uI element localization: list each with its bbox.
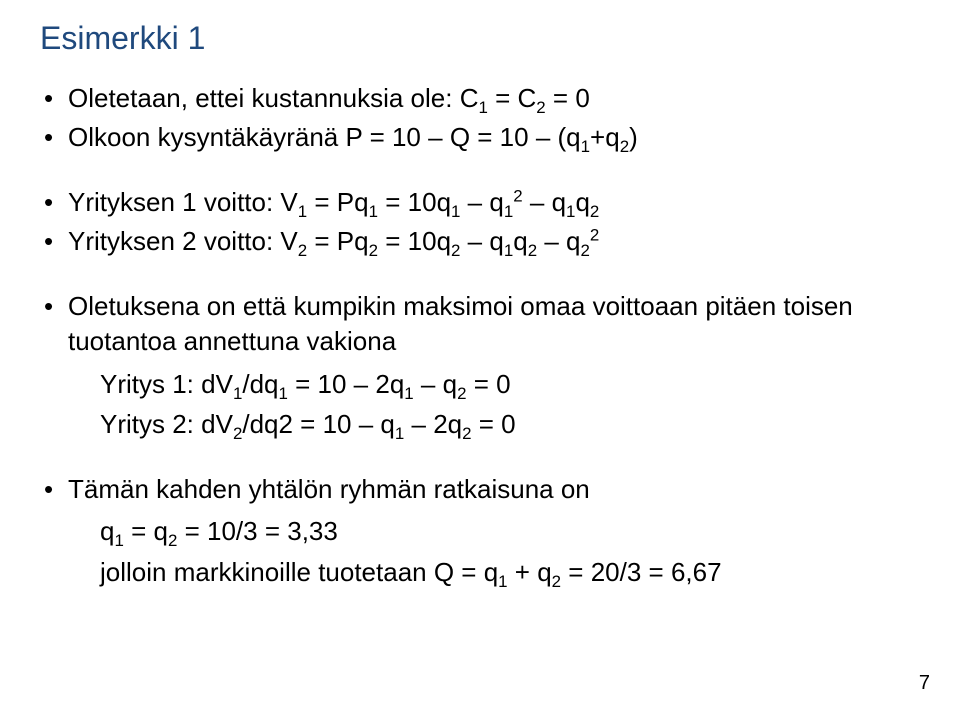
superscript: 2 xyxy=(590,226,599,245)
sub-lines-solution: q1 = q2 = 10/3 = 3,33 jolloin markkinoil… xyxy=(40,513,920,590)
text: – xyxy=(537,226,566,256)
bullet-assumption-costs: Oletetaan, ettei kustannuksia ole: C1 = … xyxy=(40,81,920,116)
text: = Pq xyxy=(307,226,368,256)
text: = 10q xyxy=(378,187,451,217)
text: (q xyxy=(550,122,580,152)
subscript: 2 xyxy=(536,98,545,117)
text: /dq xyxy=(242,369,278,399)
subscript: 1 xyxy=(298,202,307,221)
superscript: 2 xyxy=(513,187,522,206)
subscript: 2 xyxy=(528,241,537,260)
text: = 10/3 = 3,33 xyxy=(177,516,337,546)
text: q xyxy=(100,516,114,546)
text: Olkoon kysyntäkäyränä P = 10 xyxy=(68,122,428,152)
text: Yrityksen 2 voitto: V xyxy=(68,226,298,256)
bullet-firm2-profit: Yrityksen 2 voitto: V2 = Pq2 = 10q2 – q1… xyxy=(40,224,920,259)
text: – 2q xyxy=(404,409,462,439)
text: – xyxy=(460,187,489,217)
subscript: 1 xyxy=(581,137,590,156)
text: = 20/3 = 6,67 xyxy=(561,557,721,587)
slide-title: Esimerkki 1 xyxy=(40,20,920,57)
text: /dq2 = 10 – q xyxy=(242,409,395,439)
text: = 0 xyxy=(472,409,516,439)
text: = 0 xyxy=(466,369,510,399)
subscript: 2 xyxy=(552,572,561,591)
text: = 10 – 2q xyxy=(288,369,404,399)
text: q xyxy=(566,226,580,256)
subscript: 2 xyxy=(581,241,590,260)
subscript: 2 xyxy=(369,241,378,260)
subscript: 1 xyxy=(404,384,413,403)
text: – xyxy=(523,187,552,217)
text: – xyxy=(536,122,550,152)
text: = 10q xyxy=(378,226,451,256)
foc-firm1: Yritys 1: dV1/dq1 = 10 – 2q1 – q2 = 0 xyxy=(100,366,920,402)
text: = C xyxy=(488,83,536,113)
text: Q = 10 xyxy=(443,122,536,152)
bullet-group-1: Oletetaan, ettei kustannuksia ole: C1 = … xyxy=(40,81,920,155)
subscript: 1 xyxy=(395,424,404,443)
text: = 0 xyxy=(546,83,590,113)
page-number: 7 xyxy=(919,672,930,695)
subscript: 1 xyxy=(233,384,242,403)
bullet-group-4: Tämän kahden yhtälön ryhmän ratkaisuna o… xyxy=(40,472,920,507)
subscript: 2 xyxy=(590,202,599,221)
text: Oletetaan, ettei kustannuksia ole: C xyxy=(68,83,478,113)
solution-q: q1 = q2 = 10/3 = 3,33 xyxy=(100,513,920,549)
subscript: 2 xyxy=(462,424,471,443)
foc-firm2: Yritys 2: dV2/dq2 = 10 – q1 – 2q2 = 0 xyxy=(100,406,920,442)
text: Yrityksen 1 voitto: V xyxy=(68,187,298,217)
bullet-demand-curve: Olkoon kysyntäkäyränä P = 10 – Q = 10 – … xyxy=(40,120,920,155)
text: +q xyxy=(590,122,620,152)
subscript: 2 xyxy=(168,532,177,551)
bullet-group-3: Oletuksena on että kumpikin maksimoi oma… xyxy=(40,289,920,359)
text: = Pq xyxy=(307,187,368,217)
subscript: 2 xyxy=(233,424,242,443)
text: Yritys 1: dV xyxy=(100,369,233,399)
text: Yritys 2: dV xyxy=(100,409,233,439)
subscript: 1 xyxy=(114,532,123,551)
text: q xyxy=(513,226,527,256)
subscript: 2 xyxy=(298,241,307,260)
text: – q xyxy=(414,369,457,399)
text: ) xyxy=(629,122,638,152)
subscript: 1 xyxy=(498,572,507,591)
bullet-maximize-assumption: Oletuksena on että kumpikin maksimoi oma… xyxy=(40,289,920,359)
text: q xyxy=(575,187,589,217)
solution-total-q: jolloin markkinoille tuotetaan Q = q1 + … xyxy=(100,554,920,590)
text: = q xyxy=(124,516,168,546)
text: – xyxy=(460,226,489,256)
subscript: 1 xyxy=(279,384,288,403)
bullet-firm1-profit: Yrityksen 1 voitto: V1 = Pq1 = 10q1 – q1… xyxy=(40,185,920,220)
sub-lines-foc: Yritys 1: dV1/dq1 = 10 – 2q1 – q2 = 0 Yr… xyxy=(40,366,920,443)
text: + q xyxy=(508,557,552,587)
text: q xyxy=(489,187,503,217)
subscript: 1 xyxy=(504,241,513,260)
text: q xyxy=(552,187,566,217)
bullet-solution: Tämän kahden yhtälön ryhmän ratkaisuna o… xyxy=(40,472,920,507)
subscript: 1 xyxy=(504,202,513,221)
text: jolloin markkinoille tuotetaan Q = q xyxy=(100,557,498,587)
subscript: 1 xyxy=(478,98,487,117)
subscript: 1 xyxy=(369,202,378,221)
bullet-group-2: Yrityksen 1 voitto: V1 = Pq1 = 10q1 – q1… xyxy=(40,185,920,259)
subscript: 2 xyxy=(620,137,629,156)
slide: Esimerkki 1 Oletetaan, ettei kustannuksi… xyxy=(0,0,960,709)
text: – xyxy=(428,122,442,152)
text: q xyxy=(489,226,503,256)
